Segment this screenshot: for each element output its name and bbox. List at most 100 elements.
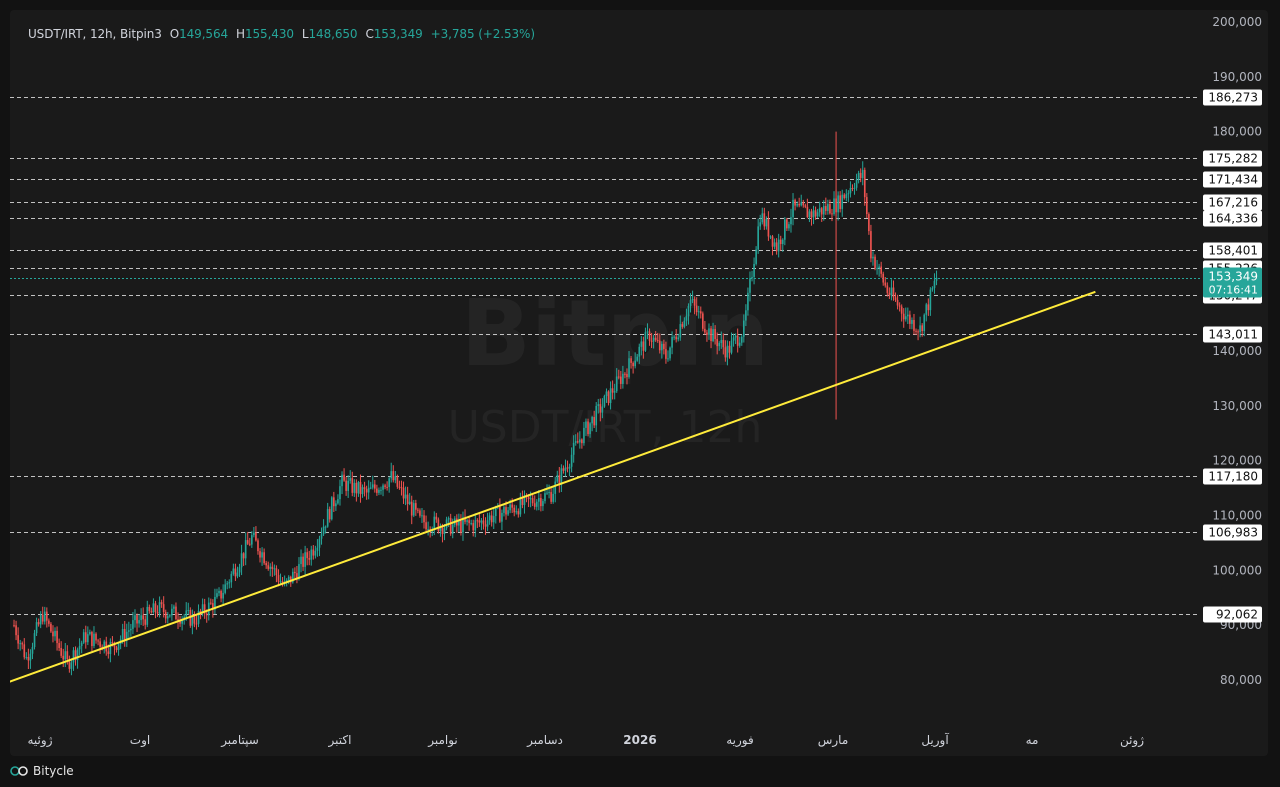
- candle: [876, 260, 878, 275]
- candle: [482, 513, 485, 530]
- candle-body: [663, 343, 665, 350]
- candle-body: [695, 305, 698, 313]
- level-label: 171,434: [1208, 173, 1258, 187]
- candle-body: [404, 494, 407, 499]
- candle: [267, 561, 270, 571]
- candle: [585, 418, 587, 436]
- footer-brand[interactable]: Bitycle: [33, 764, 74, 778]
- candle-body: [359, 482, 362, 495]
- candle-body: [152, 603, 155, 613]
- candlestick-chart[interactable]: Bitpin USDT/IRT, 12h 200,000 190,000 180,00…: [10, 10, 1268, 756]
- candle-body: [535, 501, 538, 507]
- candle-body: [562, 468, 565, 471]
- candle-body: [587, 421, 589, 435]
- candle: [800, 194, 803, 207]
- candle: [240, 544, 243, 576]
- candle-body: [757, 226, 759, 250]
- candle: [406, 486, 409, 511]
- candle: [843, 193, 846, 200]
- candle: [480, 517, 483, 531]
- candle-body: [470, 523, 472, 525]
- candle: [93, 626, 95, 649]
- candle-body: [425, 522, 427, 530]
- candle-body: [183, 616, 185, 619]
- candle-body: [628, 358, 630, 378]
- candle: [277, 569, 280, 587]
- candle: [812, 205, 815, 225]
- candle-body: [833, 198, 835, 214]
- candle-body: [786, 219, 788, 229]
- candle-body: [173, 606, 175, 609]
- candle: [486, 512, 489, 531]
- candle: [56, 626, 58, 651]
- candle: [904, 307, 907, 322]
- candle-body: [439, 526, 442, 532]
- candle: [281, 576, 284, 587]
- candle-body: [84, 632, 87, 643]
- candle: [853, 182, 856, 195]
- candle: [736, 328, 739, 353]
- x-tick-label: نوامبر: [427, 733, 458, 748]
- candle-body: [171, 608, 173, 616]
- candle-body: [921, 325, 923, 332]
- candle-body: [287, 576, 290, 581]
- candle-body: [464, 517, 466, 522]
- candle: [335, 500, 337, 511]
- candle: [558, 467, 561, 493]
- candle: [734, 333, 737, 345]
- symbol-title[interactable]: USDT/IRT, 12h, Bitpin3: [28, 27, 162, 41]
- y-tick-label: 130,000: [1212, 399, 1262, 413]
- candle-body: [296, 573, 298, 579]
- candle: [175, 602, 177, 621]
- level-label-box: [1203, 606, 1262, 623]
- candle: [519, 492, 522, 517]
- last-price-countdown: 07:16:41: [1209, 284, 1258, 297]
- candle-body: [361, 487, 364, 495]
- x-tick-label: فوریه: [726, 733, 754, 748]
- candle: [650, 332, 653, 349]
- candle: [929, 287, 932, 316]
- candle: [829, 199, 831, 215]
- candle-body: [388, 478, 390, 487]
- candle-body: [890, 287, 893, 296]
- candle-body: [494, 507, 497, 517]
- candle-body: [179, 621, 181, 624]
- candle: [376, 484, 378, 496]
- candle-body: [300, 556, 302, 565]
- candle: [152, 598, 155, 614]
- candle-body: [91, 632, 93, 647]
- candle-body: [87, 634, 89, 643]
- candle: [355, 479, 358, 502]
- level-label-box: [1203, 171, 1262, 188]
- chart-panel[interactable]: Bitpin USDT/IRT, 12h 200,000 190,000 180,00…: [10, 10, 1268, 756]
- candle: [380, 486, 382, 495]
- candle-body: [441, 526, 444, 535]
- candle-body: [330, 497, 333, 520]
- candle-body: [847, 193, 850, 195]
- candle: [287, 575, 290, 585]
- candle-body: [427, 528, 429, 530]
- candle: [25, 652, 28, 660]
- candle-body: [240, 553, 243, 568]
- candle: [191, 609, 194, 635]
- candle: [29, 649, 32, 669]
- watermark-symbol: USDT/IRT, 12h: [448, 402, 763, 453]
- candle-body: [872, 256, 874, 259]
- candle: [868, 212, 870, 235]
- x-tick-label: آوریل: [921, 732, 949, 748]
- candle: [605, 388, 608, 403]
- candle: [595, 402, 598, 432]
- candle: [388, 476, 390, 493]
- candle: [134, 609, 136, 628]
- candle-body: [70, 662, 73, 669]
- candle: [710, 325, 712, 349]
- candle-body: [743, 320, 745, 337]
- x-tick-label: ژوئیه: [28, 733, 53, 748]
- candle: [353, 479, 356, 497]
- candle: [248, 537, 251, 547]
- candle: [923, 313, 926, 337]
- candle-body: [654, 337, 657, 340]
- candle: [656, 332, 659, 343]
- candle: [841, 189, 844, 217]
- candle: [39, 611, 42, 629]
